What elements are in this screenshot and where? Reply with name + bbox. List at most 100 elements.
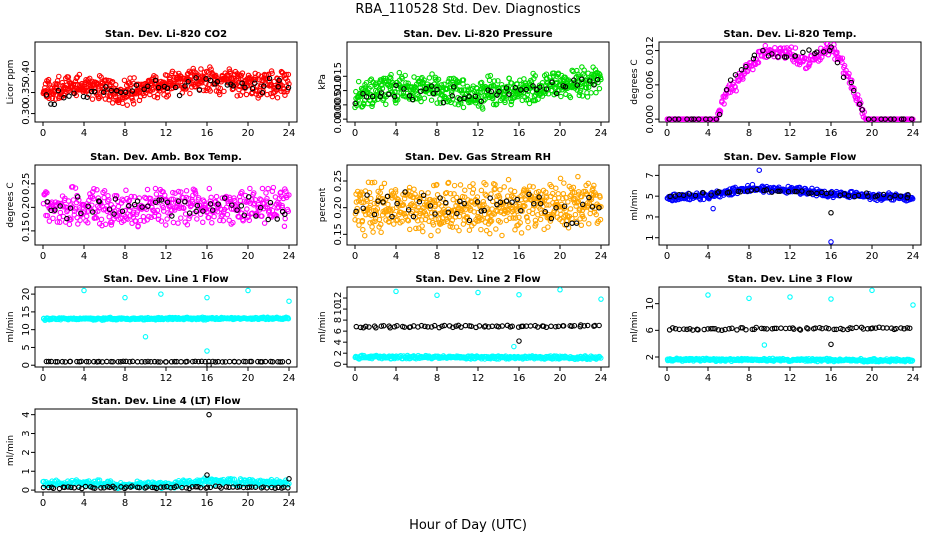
y-axis-label: ml/min xyxy=(318,311,328,342)
data-point xyxy=(356,222,362,228)
y-axis-label: percent xyxy=(318,187,328,222)
x-tick-label: 8 xyxy=(434,373,440,384)
data-point xyxy=(95,198,102,204)
data-point xyxy=(751,52,758,59)
scatter-points xyxy=(40,287,292,367)
data-point xyxy=(394,97,401,103)
data-point xyxy=(106,214,112,220)
data-point xyxy=(155,84,162,91)
data-point xyxy=(428,97,435,103)
data-point xyxy=(130,97,136,104)
y-tick-label: 0.000 xyxy=(645,105,656,134)
x-tick-label: 24 xyxy=(907,251,920,262)
data-point xyxy=(806,47,812,53)
data-point xyxy=(74,194,81,200)
scatter-points xyxy=(664,42,916,122)
outlier-point xyxy=(122,294,128,301)
data-point xyxy=(719,327,725,334)
data-point xyxy=(376,216,383,223)
data-point xyxy=(273,212,280,219)
data-point xyxy=(139,204,145,210)
x-tick-label: 4 xyxy=(705,128,711,139)
data-point xyxy=(284,78,291,84)
x-tick-label: 12 xyxy=(472,251,485,262)
data-point xyxy=(160,204,167,211)
data-point xyxy=(360,226,366,233)
data-point xyxy=(379,82,385,88)
x-tick-label: 16 xyxy=(201,128,214,139)
data-point xyxy=(548,323,554,330)
data-point xyxy=(406,184,413,191)
data-point xyxy=(441,219,447,225)
data-point xyxy=(591,182,597,189)
data-point xyxy=(483,192,489,199)
data-point xyxy=(182,83,188,89)
data-point xyxy=(62,75,69,82)
data-point xyxy=(483,181,489,188)
data-point xyxy=(909,357,916,364)
data-point xyxy=(425,190,431,196)
data-point xyxy=(688,116,695,122)
data-point xyxy=(441,322,448,329)
data-point xyxy=(715,189,722,195)
data-point xyxy=(50,215,56,222)
x-tick-label: 24 xyxy=(907,128,920,139)
x-tick-label: 16 xyxy=(825,373,838,384)
data-point xyxy=(396,69,403,76)
data-point xyxy=(355,78,362,85)
data-point xyxy=(775,54,781,60)
data-point xyxy=(100,89,107,95)
x-tick-label: 16 xyxy=(201,373,214,384)
data-point xyxy=(548,183,555,190)
data-point xyxy=(57,209,64,216)
data-point xyxy=(196,87,203,93)
outlier-point xyxy=(511,343,517,350)
panel-title: Stan. Dev. Amb. Box Temp. xyxy=(90,152,242,163)
x-tick-label: 0 xyxy=(664,128,670,139)
data-point xyxy=(458,324,464,330)
data-point xyxy=(700,190,706,196)
data-point xyxy=(394,322,400,329)
data-point xyxy=(98,216,105,223)
data-point xyxy=(595,79,601,86)
data-point xyxy=(216,91,223,98)
y-tick-label: 0 xyxy=(21,362,32,368)
data-point xyxy=(546,202,552,208)
data-point xyxy=(898,325,904,331)
data-point xyxy=(60,204,67,210)
data-point xyxy=(405,217,412,224)
data-point xyxy=(381,180,388,187)
data-point xyxy=(892,192,898,199)
data-point xyxy=(762,42,769,49)
data-point xyxy=(78,358,84,365)
data-point xyxy=(430,222,437,228)
data-point xyxy=(61,94,67,101)
data-point xyxy=(496,88,502,95)
data-point xyxy=(467,206,474,212)
data-point xyxy=(680,192,687,199)
data-point xyxy=(423,212,429,219)
data-point xyxy=(834,59,841,66)
panel-title: Stan. Dev. Gas Stream RH xyxy=(405,152,551,163)
data-point xyxy=(373,83,380,90)
data-point xyxy=(531,203,537,209)
y-tick-label: 0.35 xyxy=(21,81,32,103)
data-point xyxy=(769,51,775,57)
data-point xyxy=(363,79,370,86)
data-point xyxy=(253,213,259,219)
data-point xyxy=(536,84,543,90)
outlier-point xyxy=(828,210,834,216)
data-point xyxy=(470,181,476,187)
data-point xyxy=(573,218,580,225)
y-tick-label: 0.20 xyxy=(21,196,32,218)
data-point xyxy=(567,206,574,212)
y-tick-label: 5 xyxy=(645,193,656,199)
data-point xyxy=(385,201,391,208)
data-point xyxy=(46,95,52,102)
data-point xyxy=(57,203,63,209)
data-point xyxy=(268,81,275,88)
data-point xyxy=(378,184,385,191)
data-point xyxy=(393,82,399,89)
data-point xyxy=(380,199,386,205)
